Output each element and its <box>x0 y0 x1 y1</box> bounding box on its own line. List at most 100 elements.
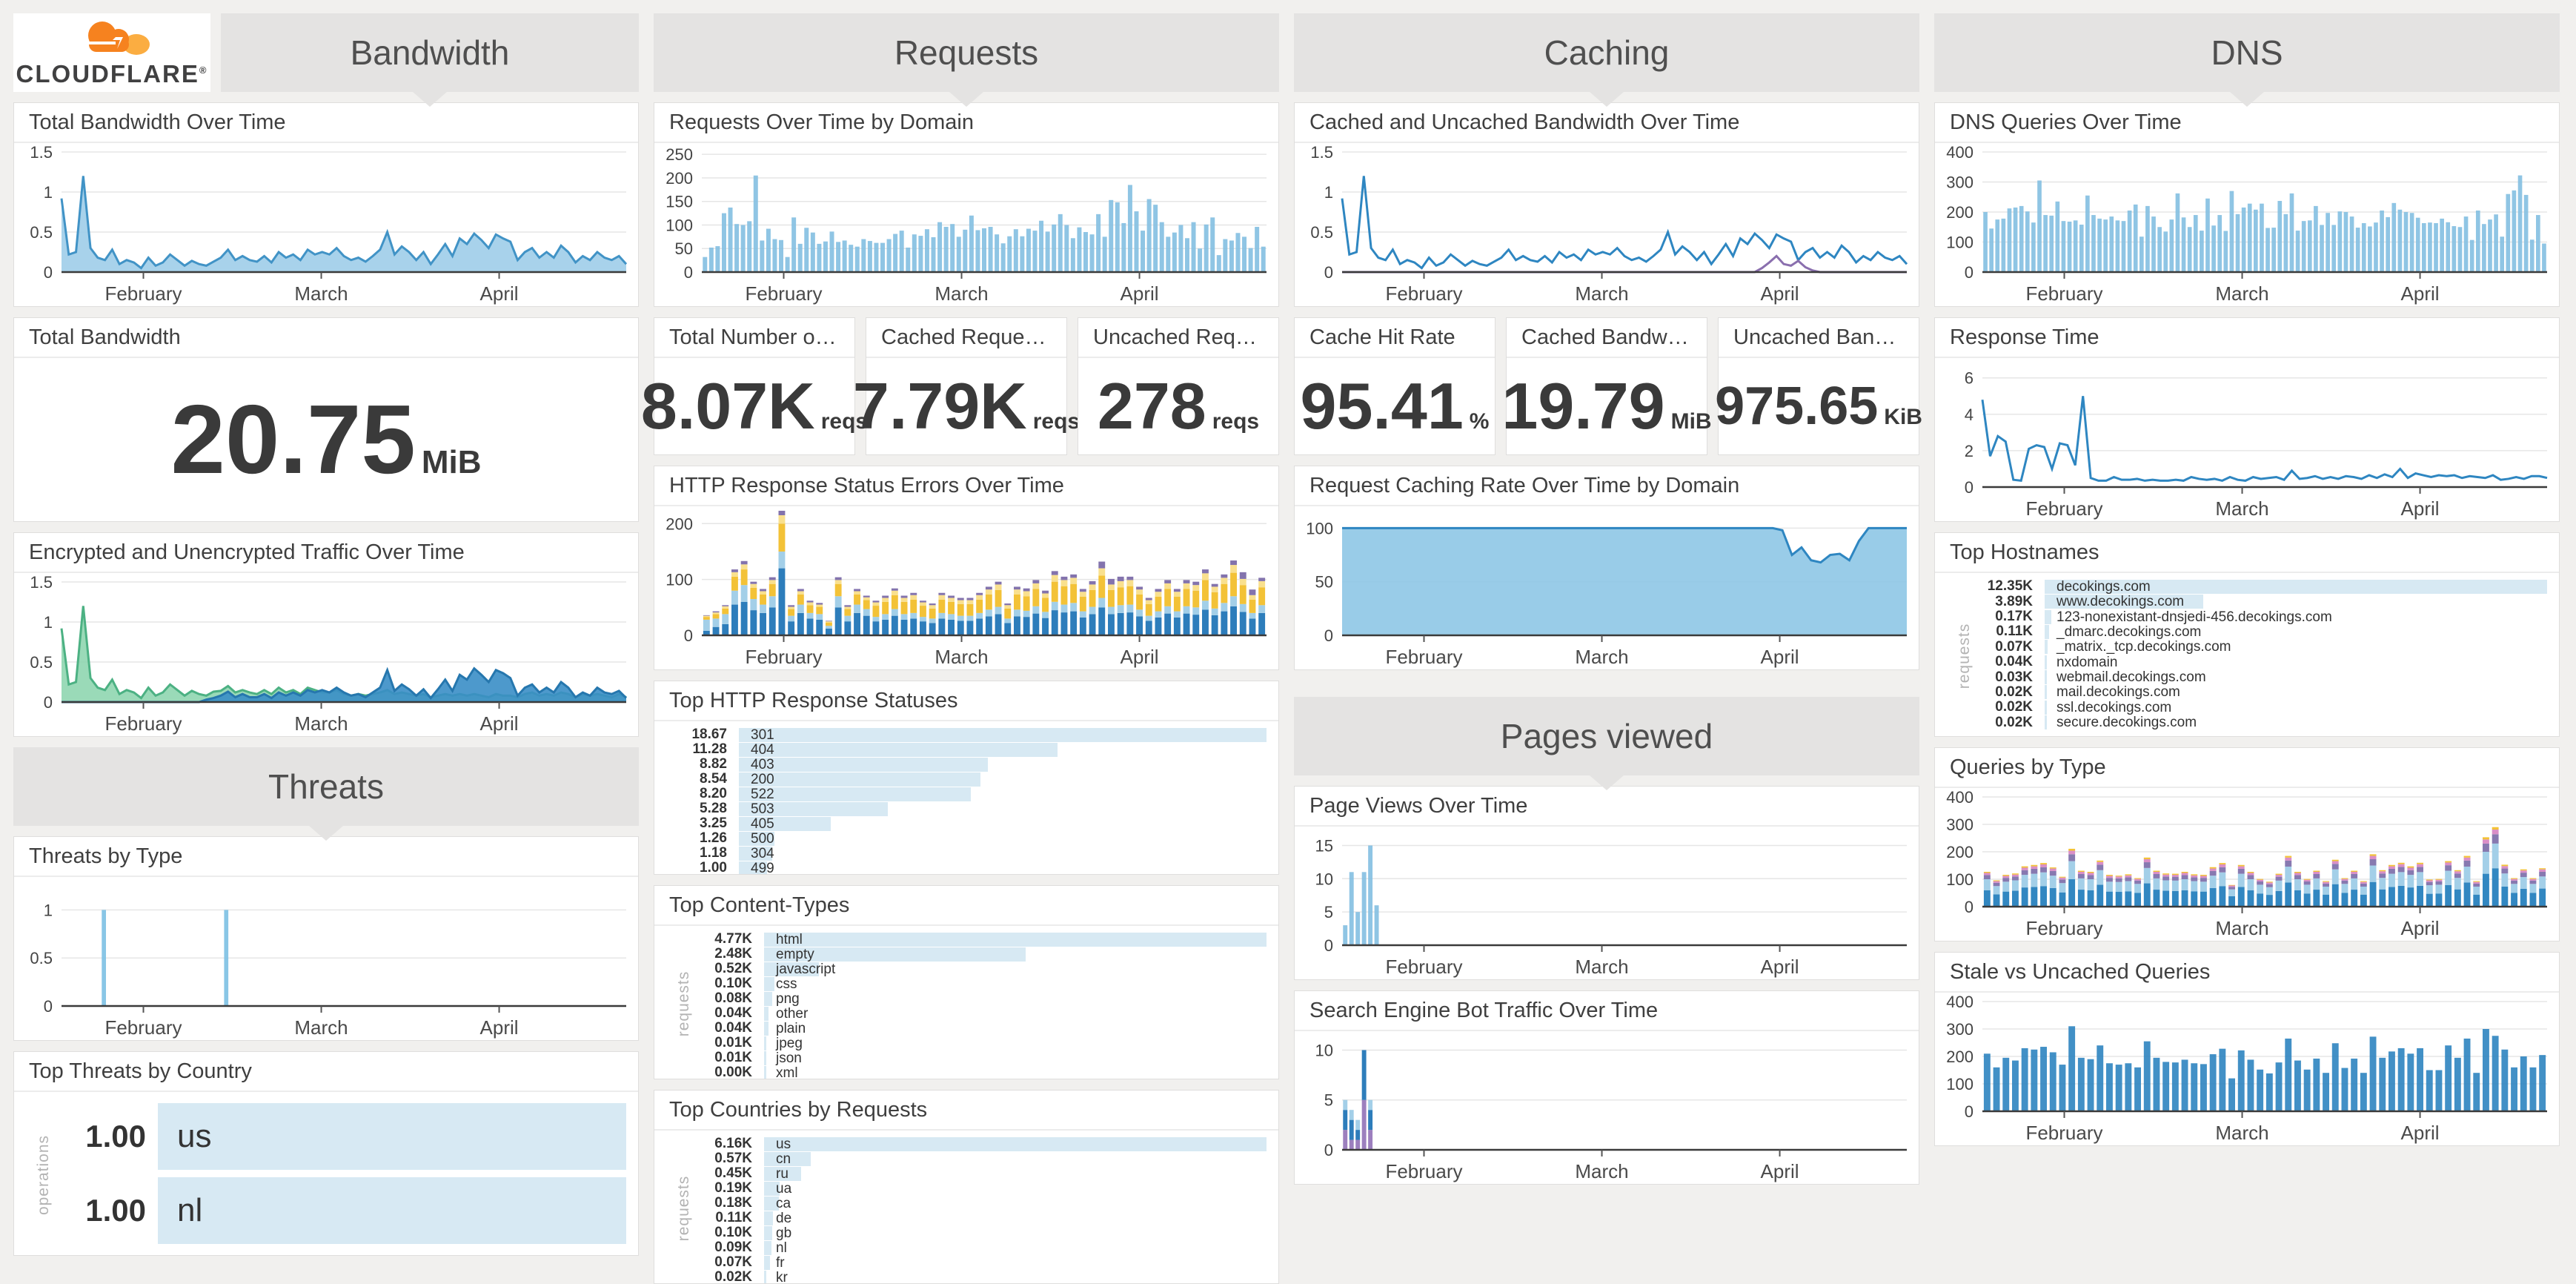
hbar-row: 0.10K css <box>687 976 1267 991</box>
svg-text:0: 0 <box>1965 263 1974 282</box>
svg-text:200: 200 <box>665 514 693 533</box>
hbar-fill <box>764 1196 779 1211</box>
card-total-bandwidth-stat: Total Bandwidth 20.75 MiB <box>13 317 639 522</box>
hbar-fill <box>2045 595 2203 609</box>
hbar-value: 0.19K <box>714 1180 752 1196</box>
hbar-track: json <box>764 1050 1267 1066</box>
chart-cached-uncached-bandwidth[interactable]: 0 0.5 1 1.5 February March April <box>1295 143 1919 306</box>
hbar-fill <box>764 1211 774 1225</box>
hbar-value: 0.03K <box>1995 669 2033 685</box>
section-header-pages-viewed[interactable]: Pages viewed <box>1294 697 1919 790</box>
hbar-fill <box>739 831 775 846</box>
list-top-countries-by-requests[interactable]: requests 6.16K us 0.57K cn 0.45K ru 0.19K ua 0.18… <box>654 1131 1278 1283</box>
column-caching: Caching Cached and Uncached Bandwidth Ov… <box>1294 13 1922 1271</box>
list-top-http-response-statuses[interactable]: 18.67 301 11.28 404 8.82 403 8.54 200 8.20 522 5.2… <box>654 721 1278 874</box>
chart-page-views-over-time[interactable]: 0 5 10 15 February March April <box>1295 827 1919 979</box>
hbar-track: nxdomain <box>2045 655 2547 669</box>
hbar-label: 304 <box>751 845 774 861</box>
hbar-label: ssl.decokings.com <box>2057 699 2172 715</box>
hbar-value: 12.35K <box>1987 578 2033 595</box>
chart-queries-by-type[interactable]: 0 100 200 300 400 February March April <box>1935 788 2559 941</box>
svg-text:April: April <box>1121 282 1159 305</box>
svg-text:50: 50 <box>1315 573 1333 592</box>
svg-text:100: 100 <box>1946 1075 1974 1093</box>
chart-request-caching-rate[interactable]: 0 50 100 February March April <box>1295 506 1919 669</box>
hbar-track: decokings.com <box>2045 579 2547 594</box>
section-header-dns[interactable]: DNS <box>1934 13 2560 107</box>
chart-search-engine-bot-traffic[interactable]: 0 5 10 February March April <box>1295 1031 1919 1184</box>
card-title: Stale vs Uncached Queries <box>1935 953 2559 993</box>
card-title: Total Bandwidth <box>14 318 638 358</box>
stat-unit: MiB <box>421 444 482 480</box>
hbar-label: ca <box>776 1195 791 1211</box>
chart-http-response-status-errors[interactable]: 0 100 200 February March April <box>654 506 1278 669</box>
hbar-row: 0.07K _matrix._tcp.decokings.com <box>1968 639 2547 655</box>
card-encrypted-unencrypted-traffic: Encrypted and Unencrypted Traffic Over T… <box>13 532 639 737</box>
svg-text:February: February <box>745 282 822 305</box>
svg-text:15: 15 <box>1315 836 1333 855</box>
hbar-label: www.decokings.com <box>2057 594 2185 610</box>
stat-cached-bandwidth: 19.79 MiB <box>1501 358 1711 454</box>
hbar-track: cn <box>764 1151 1267 1166</box>
card-title: Queries by Type <box>1935 748 2559 788</box>
chart-encrypted-unencrypted-traffic[interactable]: 0 0.5 1 1.5 February March April <box>14 573 638 736</box>
hbar-track: nl <box>158 1177 626 1244</box>
svg-text:0: 0 <box>1324 1141 1333 1159</box>
hbar-row: 3.89K www.decokings.com <box>1968 594 2547 610</box>
hbar-value: 1.00 <box>85 1119 146 1154</box>
svg-text:April: April <box>2401 497 2440 520</box>
chart-total-bandwidth-over-time[interactable]: 0 0.5 1 1.5 February March April <box>14 143 638 306</box>
svg-text:April: April <box>1121 646 1159 668</box>
svg-text:100: 100 <box>1306 519 1333 537</box>
hbar-row: 1.18 304 <box>662 845 1267 861</box>
stat-value: 278 <box>1097 369 1206 443</box>
hbar-label: 503 <box>751 801 774 817</box>
hbar-label: jpeg <box>776 1035 803 1051</box>
card-queries-by-type: Queries by Type 0 100 200 300 400 February Mar… <box>1934 747 2560 942</box>
stat-unit: % <box>1469 409 1490 434</box>
chart-threats-by-type[interactable]: 0 0.5 1 February March April <box>14 877 638 1040</box>
card-stale-vs-uncached: Stale vs Uncached Queries 0 100 200 300 400 F… <box>1934 952 2560 1146</box>
hbar-fill <box>764 947 1026 962</box>
cloudflare-logo[interactable]: CLOUDFLARE® <box>13 13 210 92</box>
hbar-fill <box>2045 609 2052 624</box>
hbar-track: html <box>764 932 1267 947</box>
chart-stale-vs-uncached-queries[interactable]: 0 100 200 300 400 February March April <box>1935 993 2559 1145</box>
svg-text:April: April <box>2401 1122 2440 1144</box>
list-top-content-types[interactable]: requests 4.77K html 2.48K empty 0.52K javascri… <box>654 926 1278 1079</box>
hbar-track: _matrix._tcp.decokings.com <box>2045 640 2547 655</box>
svg-text:4: 4 <box>1965 406 1974 424</box>
list-top-threats-by-country[interactable]: operations 1.00 us 1.00 nl <box>14 1092 638 1255</box>
card-title: DNS Queries Over Time <box>1935 103 2559 143</box>
chart-requests-over-time[interactable]: 0 50 100 150 200 250 February March April <box>654 143 1278 306</box>
svg-text:February: February <box>745 646 822 668</box>
section-header-threats[interactable]: Threats <box>13 747 639 841</box>
svg-text:400: 400 <box>1946 788 1974 807</box>
svg-text:March: March <box>935 646 988 668</box>
hbar-label: webmail.decokings.com <box>2057 669 2206 686</box>
chart-response-time[interactable]: 0 2 4 6 February March April <box>1935 358 2559 521</box>
hbar-label: kr <box>776 1269 788 1284</box>
hbar-track: empty <box>764 947 1267 962</box>
hbar-fill <box>2045 655 2048 669</box>
list-top-hostnames[interactable]: requests 12.35K decokings.com 3.89K www.deco… <box>1935 573 2559 736</box>
hbar-label: json <box>776 1050 802 1066</box>
hbar-value: 0.18K <box>714 1195 752 1211</box>
chart-dns-queries-over-time[interactable]: 0 100 200 300 400 February March April <box>1935 143 2559 306</box>
svg-text:0: 0 <box>684 263 693 282</box>
svg-text:0.5: 0.5 <box>1310 223 1333 242</box>
logo-row: CLOUDFLARE® Bandwidth <box>13 13 639 107</box>
hbar-track: 404 <box>739 742 1267 757</box>
hbar-fill <box>764 1225 772 1240</box>
section-header-requests[interactable]: Requests <box>654 13 1279 107</box>
svg-text:1: 1 <box>44 183 53 202</box>
y-axis-label: requests <box>1956 623 1973 689</box>
section-header-bandwidth[interactable]: Bandwidth <box>221 13 639 107</box>
card-title: Uncached Requests <box>1078 318 1278 358</box>
hbar-row: 2.48K empty <box>687 946 1267 962</box>
card-top-content-types: Top Content-Types requests 4.77K html 2.48K… <box>654 885 1279 1079</box>
svg-text:March: March <box>2215 917 2268 939</box>
section-header-caching[interactable]: Caching <box>1294 13 1919 107</box>
svg-text:0: 0 <box>1965 1102 1974 1121</box>
